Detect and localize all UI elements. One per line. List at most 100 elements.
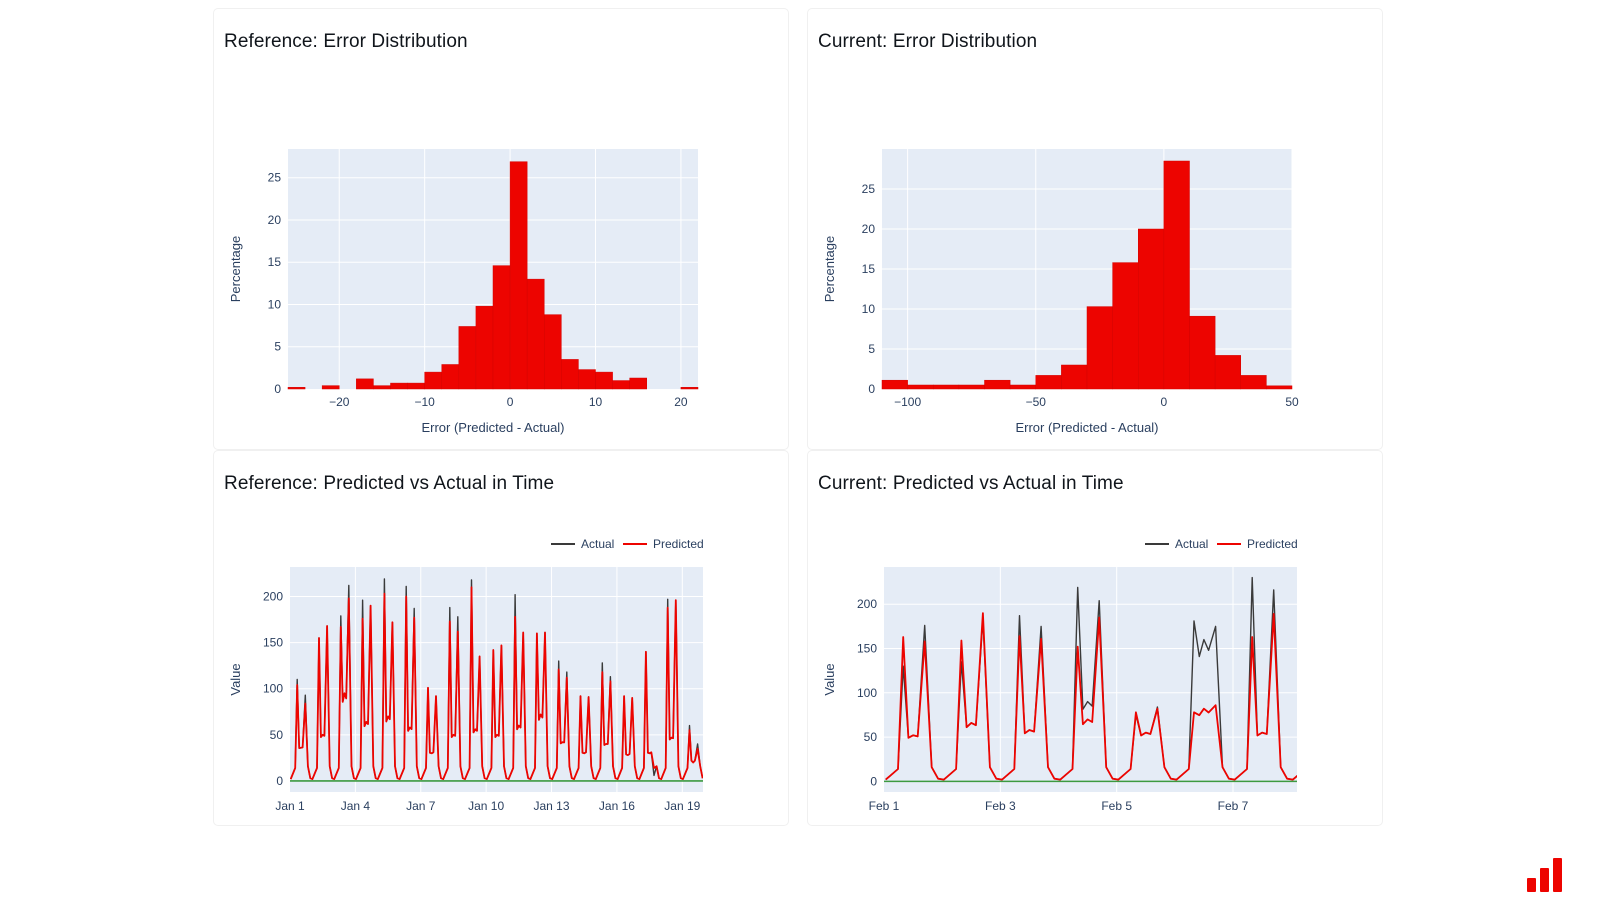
histogram-bar[interactable] [1189, 315, 1216, 390]
x-tick-label: Feb 3 [985, 799, 1016, 813]
y-tick-label: 20 [268, 213, 282, 227]
histogram-bar[interactable] [373, 385, 391, 390]
histogram-bar[interactable] [424, 371, 443, 390]
logo-bar-icon [1527, 878, 1536, 892]
histogram-bar[interactable] [1112, 262, 1139, 390]
y-tick-label: 20 [862, 222, 876, 236]
chart-legend: Actual Predicted [551, 537, 704, 551]
x-tick-label: Jan 1 [275, 799, 305, 813]
x-tick-label: Jan 10 [468, 799, 504, 813]
card-reference-error-distribution: Reference: Error Distribution −20 −10 0 10 2… [213, 8, 789, 450]
histogram-bar[interactable] [578, 369, 596, 390]
x-tick-label: 50 [1285, 395, 1299, 409]
y-axis-title: Percentage [822, 236, 837, 303]
card-current-error-distribution: Current: Error Distribution −100 −50 0 50 0 5… [807, 8, 1383, 450]
y-tick-label: 0 [276, 774, 283, 788]
x-tick-label: Jan 13 [534, 799, 570, 813]
y-tick-label: 10 [862, 302, 876, 316]
y-tick-label: 0 [870, 774, 877, 788]
y-tick-label: 0 [274, 382, 281, 396]
histogram-bar[interactable] [390, 382, 408, 390]
histogram-bar[interactable] [1138, 228, 1165, 390]
histogram-bar[interactable] [680, 387, 699, 390]
x-tick-label: −100 [894, 395, 921, 409]
legend-predicted-label[interactable]: Predicted [653, 537, 704, 551]
x-tick-label: −10 [414, 395, 435, 409]
y-tick-label: 5 [868, 342, 875, 356]
histogram-bar[interactable] [612, 380, 630, 390]
histogram-bar[interactable] [321, 385, 340, 390]
predicted-series-line[interactable] [885, 612, 1311, 781]
legend-actual-label[interactable]: Actual [1175, 537, 1208, 551]
y-axis-title: Value [228, 663, 243, 695]
histogram-bar[interactable] [984, 379, 1011, 390]
y-tick-label: 25 [268, 171, 282, 185]
x-tick-label: Jan 7 [406, 799, 436, 813]
histogram-bar[interactable] [458, 326, 477, 390]
histogram-bar[interactable] [544, 314, 562, 390]
histogram-bar[interactable] [509, 161, 528, 390]
y-tick-label: 150 [857, 641, 877, 655]
chart-title: Current: Error Distribution [818, 31, 1038, 52]
histogram-bar[interactable] [492, 265, 511, 390]
histogram-bar[interactable] [1009, 384, 1036, 390]
x-axis-title: Error (Predicted - Actual) [1015, 420, 1158, 435]
x-tick-label: −20 [329, 395, 350, 409]
current-predicted-vs-actual-chart[interactable]: Feb 1 Feb 3 Feb 5 Feb 7 0 50 100 150 200 Value Act… [820, 531, 1320, 823]
y-axis-title: Value [822, 663, 837, 695]
card-current-predicted-vs-actual: Current: Predicted vs Actual in Time Feb… [807, 450, 1383, 826]
y-tick-label: 10 [268, 297, 282, 311]
histogram-bar[interactable] [907, 384, 934, 390]
reference-predicted-vs-actual-chart[interactable]: Jan 1 Jan 4 Jan 7 Jan 10 Jan 13 Jan 16 Jan 19 0… [226, 531, 726, 823]
y-tick-label: 0 [868, 382, 875, 396]
histogram-bar[interactable] [1086, 306, 1113, 390]
histogram-bar[interactable] [595, 371, 613, 390]
histogram-bar[interactable] [441, 364, 460, 390]
histogram-bar[interactable] [1061, 364, 1088, 390]
histogram-bar[interactable] [287, 387, 306, 390]
histogram-bar[interactable] [561, 359, 579, 390]
histogram-bar[interactable] [1214, 355, 1241, 390]
card-reference-predicted-vs-actual: Reference: Predicted vs Actual in Time J… [213, 450, 789, 826]
current-error-distribution-histogram[interactable]: −100 −50 0 50 0 5 10 15 20 25 Error (Predicted - A… [820, 127, 1320, 439]
x-tick-label: Feb 7 [1218, 799, 1249, 813]
reference-error-distribution-histogram[interactable]: −20 −10 0 10 20 0 5 10 15 20 25 Error (Predicted - … [226, 127, 726, 439]
logo-bar-icon [1540, 868, 1549, 892]
histogram-bar[interactable] [407, 382, 425, 390]
histogram-bar[interactable] [1240, 375, 1267, 390]
histogram-bar[interactable] [1035, 375, 1062, 390]
evidently-logo [1527, 852, 1562, 892]
x-tick-label: 10 [589, 395, 603, 409]
x-tick-label: 20 [674, 395, 688, 409]
x-tick-label: Jan 19 [664, 799, 700, 813]
chart-legend: Actual Predicted [1145, 537, 1298, 551]
histogram-bar[interactable] [526, 278, 545, 390]
report-grid: Reference: Error Distribution −20 −10 0 10 2… [213, 8, 1383, 826]
x-tick-label: Feb 5 [1101, 799, 1132, 813]
histogram-bar[interactable] [356, 378, 374, 390]
histogram-bar[interactable] [881, 379, 908, 390]
histogram-bar[interactable] [958, 384, 985, 390]
y-tick-label: 200 [263, 590, 283, 604]
y-tick-label: 15 [268, 255, 282, 269]
histogram-bar[interactable] [475, 305, 494, 390]
y-tick-label: 200 [857, 597, 877, 611]
histogram-bar[interactable] [933, 384, 960, 390]
y-axis-title: Percentage [228, 236, 243, 303]
predicted-series-line[interactable] [290, 586, 703, 781]
legend-predicted-label[interactable]: Predicted [1247, 537, 1298, 551]
y-tick-label: 50 [270, 728, 284, 742]
x-tick-label: −50 [1026, 395, 1047, 409]
x-tick-label: Jan 4 [341, 799, 371, 813]
histogram-bar[interactable] [629, 377, 647, 390]
legend-actual-label[interactable]: Actual [581, 537, 614, 551]
y-tick-label: 5 [274, 340, 281, 354]
logo-bar-icon [1553, 858, 1562, 892]
y-tick-label: 150 [263, 636, 283, 650]
x-tick-label: Jan 16 [599, 799, 635, 813]
chart-title: Reference: Error Distribution [224, 31, 468, 52]
y-tick-label: 15 [862, 262, 876, 276]
histogram-bar[interactable] [1163, 160, 1190, 390]
histogram-bar[interactable] [1266, 385, 1293, 390]
chart-title: Current: Predicted vs Actual in Time [818, 473, 1124, 494]
